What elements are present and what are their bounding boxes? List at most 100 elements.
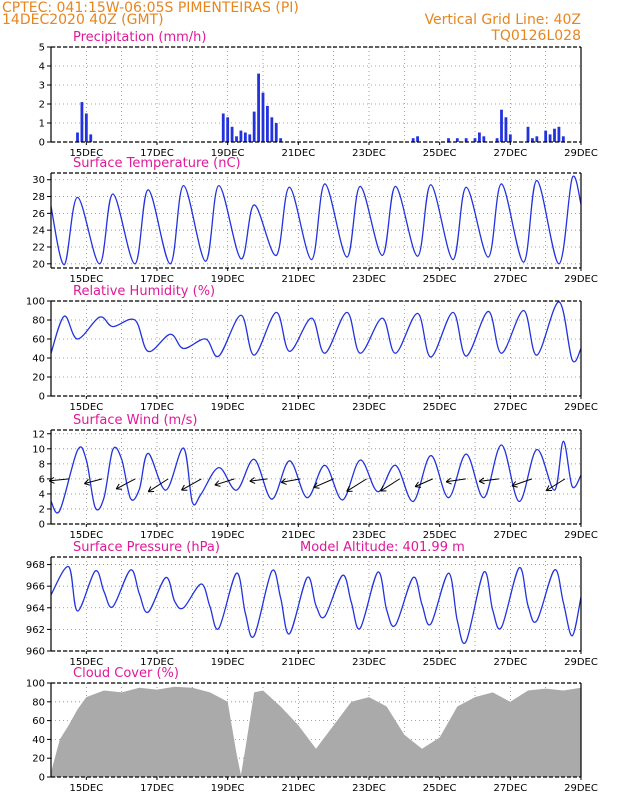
y-tick-label: 0 [39, 773, 45, 784]
precip-bar [482, 136, 486, 142]
series-line [50, 175, 582, 266]
precip-bar [411, 138, 415, 142]
wind-arrow-head [545, 485, 550, 491]
panel-annotation: Model Altitude: 401.99 m [300, 540, 465, 555]
precip-bar [495, 138, 499, 142]
precip-bar [544, 130, 548, 142]
y-tick-label: 4 [39, 62, 45, 73]
y-tick-label: 20 [32, 259, 45, 270]
wind-arrow [414, 478, 433, 488]
wind-arrow [214, 478, 235, 486]
x-tick-label: 23DEC [352, 657, 386, 668]
precip-bar [500, 109, 503, 142]
wind-arrow-head [445, 481, 452, 485]
x-tick-label: 29DEC [564, 530, 598, 541]
x-tick-label: 29DEC [564, 148, 598, 159]
x-tick-label: 23DEC [352, 274, 386, 285]
run-code: TQ0126L028 [490, 28, 581, 44]
panel-title: Surface Temperature (nC) [73, 156, 241, 171]
y-tick-label: 4 [39, 489, 45, 500]
series-line [50, 440, 582, 514]
wind-arrow [281, 478, 301, 483]
wind-arrow [49, 478, 70, 482]
wind-arrow-head [511, 485, 518, 488]
x-tick-label: 27DEC [493, 657, 527, 668]
x-tick-label: 21DEC [281, 274, 315, 285]
wind-arrow-head [445, 477, 451, 483]
y-tick-label: 5 [39, 43, 45, 54]
precip-bar [455, 138, 459, 142]
panel-1: Surface Temperature (nC) 20 22 24 26 28 30 15DE… [32, 156, 598, 285]
precip-bar [478, 132, 481, 142]
panel-3: Surface Wind (m/s) 0 2 4 6 8 10 12 15DEC 17DEC 19D… [32, 413, 598, 541]
x-tick-label: 29DEC [564, 402, 598, 413]
wind-arrow [346, 478, 367, 492]
y-tick-label: 966 [26, 582, 45, 593]
x-tick-label: 15DEC [69, 783, 103, 794]
x-tick-label: 21DEC [281, 657, 315, 668]
y-tick-label: 28 [32, 192, 45, 203]
precip-bar [553, 128, 556, 142]
precip-bar [266, 105, 269, 142]
precip-bar [557, 126, 561, 142]
precip-bar [257, 73, 260, 142]
precip-bar [76, 132, 79, 142]
y-tick-label: 2 [39, 504, 45, 515]
series-line [50, 566, 582, 644]
wind-arrow-head [280, 481, 287, 485]
precip-bar [230, 126, 234, 142]
precip-bar [508, 134, 512, 142]
x-tick-label: 19DEC [211, 148, 245, 159]
panel-title: Cloud Cover (%) [73, 666, 179, 681]
y-tick-label: 960 [26, 647, 45, 658]
precip-bar [274, 123, 278, 142]
precip-bar [531, 138, 534, 142]
precip-bar [447, 138, 450, 142]
wind-arrow-head [84, 479, 89, 484]
y-tick-label: 1 [39, 119, 45, 130]
x-tick-label: 25DEC [423, 402, 457, 413]
wind-arrow-head [478, 480, 485, 485]
x-tick-label: 27DEC [493, 783, 527, 794]
y-tick-label: 0 [39, 520, 45, 531]
y-tick-label: 30 [32, 175, 45, 186]
x-tick-label: 15DEC [69, 530, 103, 541]
x-tick-label: 17DEC [140, 274, 174, 285]
x-tick-label: 17DEC [140, 783, 174, 794]
precip-bar [243, 132, 247, 142]
wind-arrow-head [414, 481, 419, 487]
y-tick-label: 12 [32, 429, 45, 440]
wind-arrow-head [249, 477, 255, 482]
x-tick-label: 25DEC [423, 530, 457, 541]
precip-bar [270, 117, 274, 142]
x-tick-label: 29DEC [564, 657, 598, 668]
x-tick-label: 17DEC [140, 148, 174, 159]
wind-arrow-head [346, 485, 350, 492]
station-line: CPTEC: 041:15W-06:05S PIMENTEIRAS (PI) [2, 0, 299, 16]
x-tick-label: 23DEC [352, 402, 386, 413]
precip-bar [535, 136, 539, 142]
precip-bar [416, 136, 419, 142]
y-tick-label: 2 [39, 100, 45, 111]
y-tick-label: 60 [32, 335, 45, 346]
x-tick-label: 19DEC [211, 783, 245, 794]
precip-bar [84, 113, 88, 142]
precip-bar [248, 134, 252, 142]
y-tick-label: 80 [32, 316, 45, 327]
precip-bar [526, 126, 530, 142]
panel-0: Precipitation (mm/h) 0 1 2 3 4 5 15DEC 17DEC 19DE… [39, 30, 598, 159]
wind-arrow-head [147, 486, 152, 492]
wind-arrow-head [313, 486, 320, 489]
y-tick-label: 8 [39, 459, 45, 470]
x-tick-label: 25DEC [423, 783, 457, 794]
precip-bar [279, 138, 283, 142]
x-tick-label: 23DEC [352, 530, 386, 541]
x-tick-label: 15DEC [69, 148, 103, 159]
precip-bar [261, 92, 265, 142]
wind-arrow-head [478, 477, 485, 482]
wind-arrow-head [49, 480, 55, 484]
wind-arrow [511, 478, 533, 487]
panel-title: Surface Pressure (hPa) [73, 540, 220, 555]
y-tick-label: 964 [26, 603, 45, 614]
